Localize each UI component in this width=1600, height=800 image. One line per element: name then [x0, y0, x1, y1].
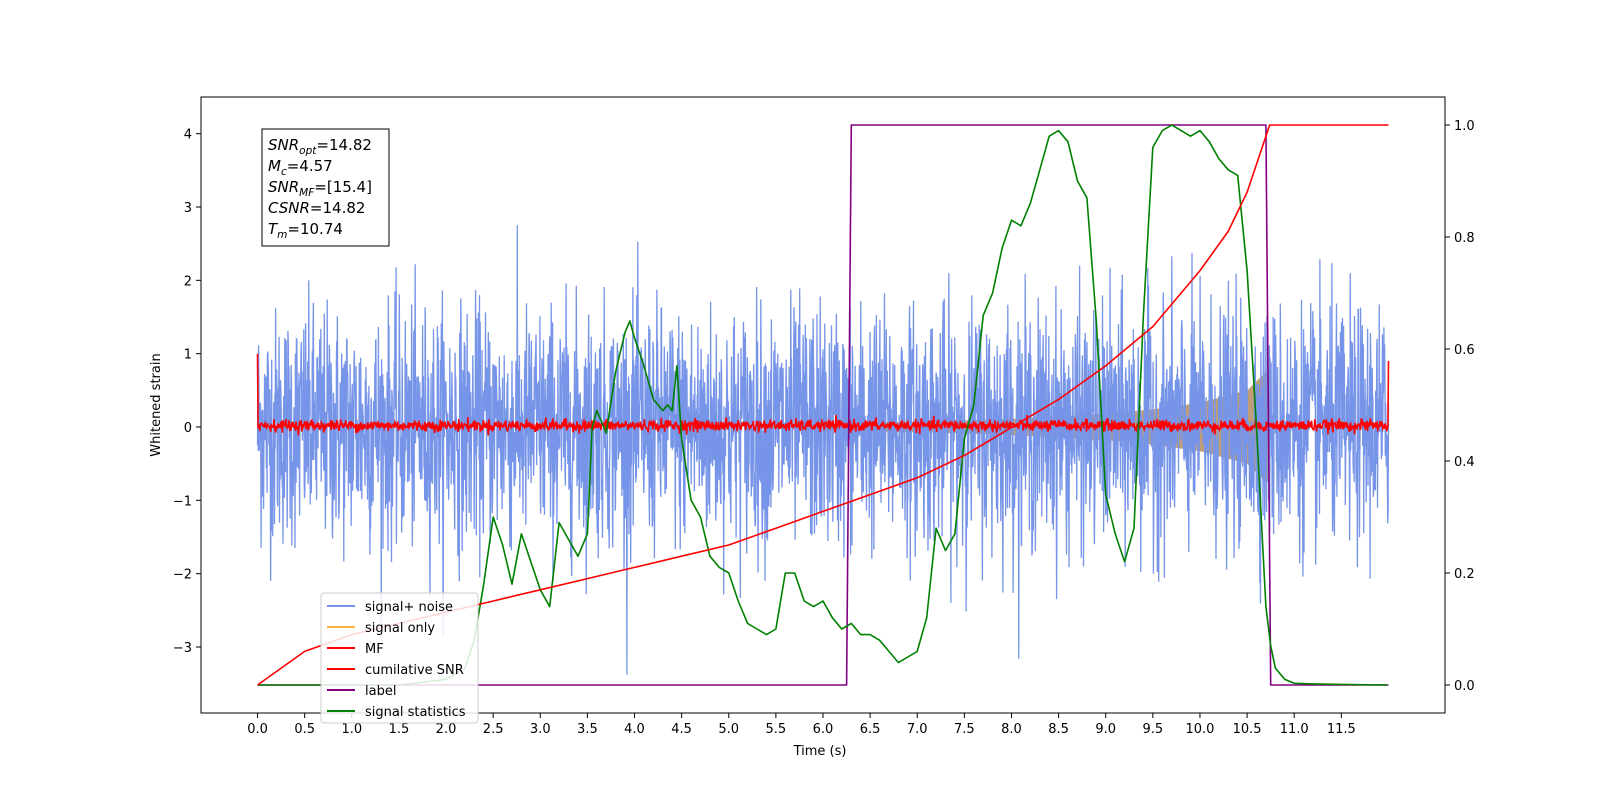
signal-plus-noise-line [256, 225, 1390, 675]
y-tick-label: −2 [173, 568, 192, 583]
x-tick-label: 8.0 [1001, 722, 1022, 737]
x-tick-label: 9.0 [1095, 722, 1116, 737]
legend-label-mf: MF [365, 642, 384, 657]
info-snr-opt: SNRopt=14.82 [268, 136, 372, 157]
legend-label-signal-only: signal only [365, 621, 435, 636]
x-tick-label: 11.5 [1327, 722, 1356, 737]
x-tick-label: 10.5 [1233, 722, 1262, 737]
x-axis-label: Time (s) [793, 744, 847, 759]
y2-axis-ticks: 0.0 0.2 0.4 0.6 0.8 1.0 [1445, 119, 1475, 694]
info-box: SNRopt=14.82 Mc=4.57 SNRMF=[15.4] CSNR=1… [261, 128, 390, 247]
x-tick-label: 5.5 [766, 722, 787, 737]
info-mc: Mc=4.57 [268, 157, 333, 178]
x-tick-label: 7.0 [907, 722, 928, 737]
y-tick-label: 0 [184, 421, 192, 436]
x-tick-label: 4.0 [624, 722, 645, 737]
x-tick-label: 10.0 [1185, 722, 1214, 737]
y2-tick-label: 0.2 [1454, 567, 1475, 582]
y2-tick-label: 0.4 [1454, 455, 1475, 470]
legend: signal+ noise signal only MF cumilative … [320, 592, 479, 724]
x-tick-label: 7.5 [954, 722, 975, 737]
x-tick-label: 11.0 [1280, 722, 1309, 737]
y-axis-ticks: −3 −2 −1 0 1 2 3 4 [173, 128, 201, 656]
x-tick-label: 2.0 [436, 722, 457, 737]
info-snr-mf: SNRMF=[15.4] [268, 178, 372, 199]
x-tick-label: 3.0 [530, 722, 551, 737]
y2-tick-label: 0.8 [1454, 231, 1475, 246]
y-tick-label: 2 [184, 274, 192, 289]
x-tick-label: 0.5 [294, 722, 315, 737]
y2-tick-label: 0.6 [1454, 343, 1475, 358]
legend-label-signal-noise: signal+ noise [365, 600, 453, 615]
legend-label-label: label [365, 684, 396, 699]
x-tick-label: 1.0 [341, 722, 362, 737]
x-tick-label: 2.5 [483, 722, 504, 737]
x-tick-label: 3.5 [577, 722, 598, 737]
label-line [257, 124, 1389, 686]
plot-area [256, 124, 1390, 686]
x-tick-label: 8.5 [1048, 722, 1069, 737]
y-tick-label: −1 [173, 494, 192, 509]
x-tick-label: 6.0 [813, 722, 834, 737]
mf-line [256, 353, 1390, 436]
x-tick-label: 6.5 [860, 722, 881, 737]
signal-plus-noise-series [256, 225, 1390, 675]
x-tick-label: 1.5 [389, 722, 410, 737]
x-axis-ticks: 0.0 0.5 1.0 1.5 2.0 2.5 3.0 3.5 4.0 4.5 5.0 5.5 6.0 6… [247, 713, 1356, 737]
info-csnr: CSNR=14.82 [268, 199, 365, 217]
y2-tick-label: 1.0 [1454, 119, 1475, 134]
legend-label-cumulative-snr: cumilative SNR [365, 663, 464, 678]
x-tick-label: 5.0 [718, 722, 739, 737]
y-tick-label: −3 [173, 641, 192, 656]
mf-series [256, 353, 1390, 436]
y-axis-label: Whitened strain [149, 353, 164, 456]
x-tick-label: 4.5 [671, 722, 692, 737]
x-tick-label: 0.0 [247, 722, 268, 737]
signal-statistics-line [257, 124, 1388, 686]
y-tick-label: 4 [184, 128, 192, 143]
info-box-frame [261, 128, 390, 247]
x-tick-label: 9.5 [1143, 722, 1164, 737]
y2-tick-label: 0.0 [1454, 679, 1475, 694]
y-tick-label: 1 [184, 348, 192, 363]
legend-frame [320, 592, 479, 724]
info-tm: Tm=10.74 [268, 220, 343, 241]
y-tick-label: 3 [184, 201, 192, 216]
legend-label-signal-statistics: signal statistics [365, 705, 466, 720]
